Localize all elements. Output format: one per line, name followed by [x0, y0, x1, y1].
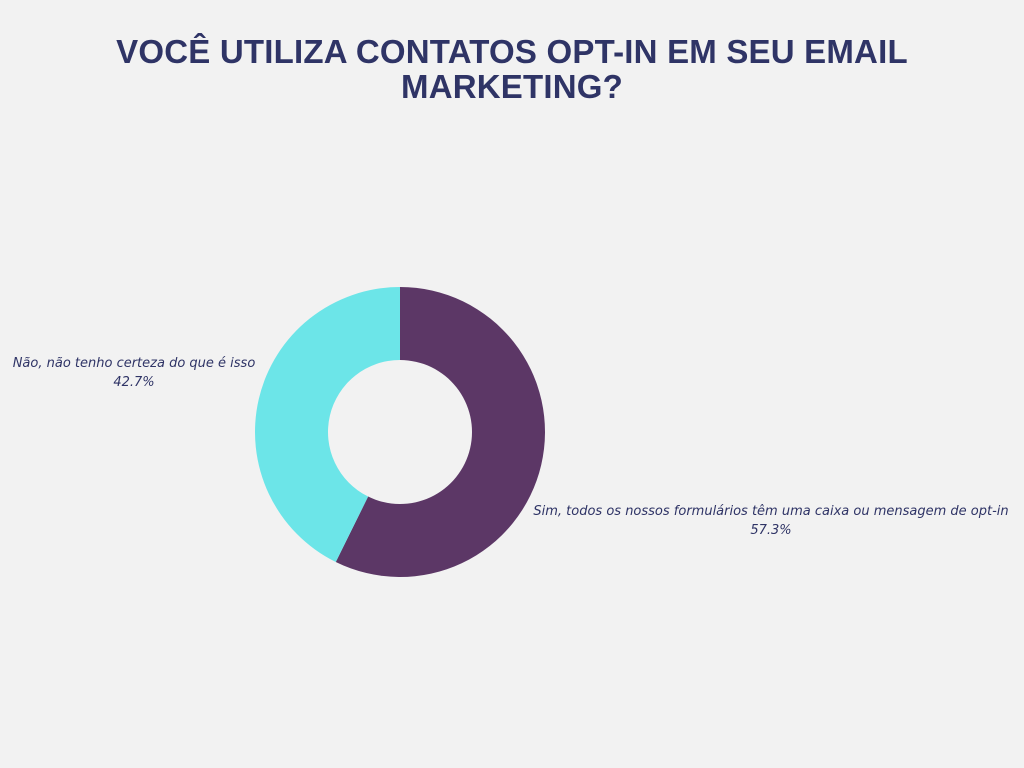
- slices-group: [255, 287, 545, 577]
- donut-slice-2: [255, 287, 400, 563]
- chart-title: VOCÊ UTILIZA CONTATOS OPT-IN EM SEU EMAI…: [116, 33, 908, 105]
- labels-group: Sim, todos os nossos formulários têm uma…: [13, 356, 1009, 538]
- slice-value-label-2: 42.7%: [113, 375, 154, 390]
- donut-slice-1: [335, 287, 545, 577]
- slice-label-2: Não, não tenho certeza do que é isso: [13, 356, 256, 371]
- slice-value-label-1: 57.3%: [750, 523, 791, 538]
- slice-label-1: Sim, todos os nossos formulários têm uma…: [533, 504, 1008, 519]
